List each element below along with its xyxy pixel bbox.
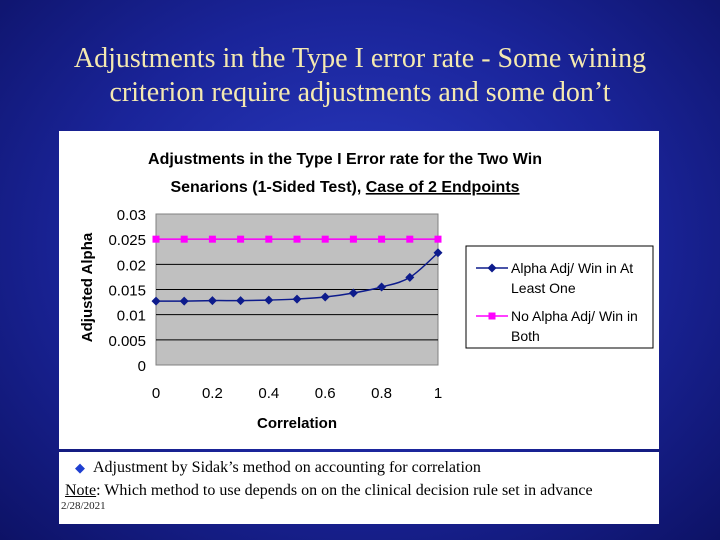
y-tick-label: 0.015	[108, 283, 146, 300]
bullet-line: ◆ Adjustment by Sidak’s method on account…	[75, 458, 481, 477]
series-2-point	[434, 235, 442, 243]
series-1-point	[405, 272, 415, 282]
series-1-point	[292, 294, 302, 304]
chart-title-line1: Adjustments in the Type I Error rate for…	[148, 151, 542, 168]
legend-label-1-line1: Alpha Adj/ Win in At	[511, 260, 633, 276]
series-1-point	[377, 282, 387, 292]
chart-title-line2-part2: Case of 2 Endpoints	[366, 179, 520, 196]
series-2-point	[237, 235, 245, 243]
legend-marker-1	[487, 263, 497, 273]
x-tick-label: 0.6	[315, 385, 336, 402]
series-2-point	[321, 235, 329, 243]
series-1-point	[207, 296, 217, 306]
y-tick-label: 0.025	[108, 232, 146, 249]
x-tick-label: 0.2	[202, 385, 223, 402]
legend-box	[465, 245, 654, 349]
legend-label-2-line2: Both	[511, 328, 540, 344]
diamond-bullet-icon: ◆	[75, 460, 85, 475]
series-1-point	[264, 295, 274, 305]
legend-marker-2	[488, 312, 496, 320]
y-tick-label: 0.01	[117, 308, 146, 325]
legend-label-1-line2: Least One	[511, 280, 576, 296]
series-2-point	[349, 235, 357, 243]
note-line: Note: Which method to use depends on on …	[65, 481, 645, 500]
y-tick-label: 0.005	[108, 333, 146, 350]
x-tick-label: 0	[152, 385, 160, 402]
legend-label-2-line1: No Alpha Adj/ Win in	[511, 308, 638, 324]
series-1-point	[320, 292, 330, 302]
series-1-point	[179, 296, 189, 306]
x-tick-label: 1	[434, 385, 442, 402]
slide-title: Adjustments in the Type I error rate - S…	[73, 43, 647, 108]
chart-title-line2-part1: Senarions (1-Sided Test),	[170, 179, 365, 196]
note-label: Note	[65, 482, 97, 499]
series-1-point	[236, 296, 246, 306]
series-1-point	[433, 248, 443, 258]
chart-title-line2: Senarions (1-Sided Test), Case of 2 Endp…	[170, 179, 519, 196]
chart-panel: Adjustments in the Type I Error rate for…	[59, 131, 659, 449]
line-chart: Adjustments in the Type I Error rate for…	[79, 151, 654, 432]
bullet-text: Adjustment by Sidak’s method on accounti…	[93, 459, 481, 476]
y-tick-label: 0.02	[117, 257, 146, 274]
series-1-point	[151, 296, 161, 306]
y-tick-label: 0.03	[117, 207, 146, 224]
note-text: : Which method to use depends on on the …	[96, 482, 593, 499]
series-2-point	[152, 235, 160, 243]
y-axis-label: Adjusted Alpha	[79, 232, 96, 342]
series-2-point	[406, 235, 414, 243]
x-tick-label: 0.8	[371, 385, 392, 402]
series-1-point	[348, 288, 358, 298]
series-2-point	[378, 235, 386, 243]
notes-box: ◆ Adjustment by Sidak’s method on account…	[59, 452, 659, 524]
x-tick-label: 0.4	[258, 385, 279, 402]
date-stamp: 2/28/2021	[61, 500, 106, 512]
series-2-point	[208, 235, 216, 243]
series-2-point	[293, 235, 301, 243]
y-tick-label: 0	[138, 358, 146, 375]
series-2-point	[265, 235, 273, 243]
series-2-point	[180, 235, 188, 243]
x-axis-label: Correlation	[257, 415, 337, 432]
